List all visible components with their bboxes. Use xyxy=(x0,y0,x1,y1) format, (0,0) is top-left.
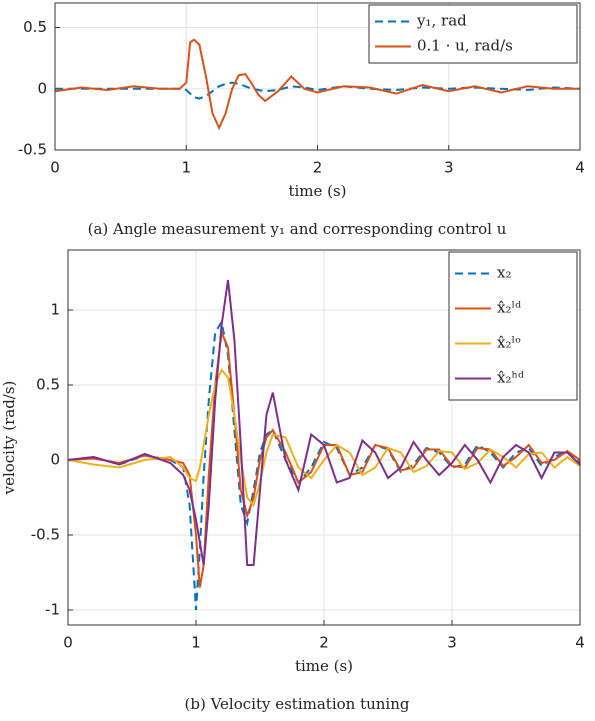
x-tick-label: 4 xyxy=(575,159,585,177)
y-axis-label: velocity (rad/s) xyxy=(0,381,18,496)
x-axis-label: time (s) xyxy=(295,657,353,675)
y-tick-label: -1 xyxy=(45,601,60,619)
caption: (a) Angle measurement y₁ and correspondi… xyxy=(88,220,507,238)
legend-label: x̂₂ʰᵈ xyxy=(497,369,524,387)
legend-label: y₁, rad xyxy=(416,12,467,30)
y-tick-label: 0 xyxy=(37,79,47,97)
axes-frame xyxy=(67,249,581,626)
line-series xyxy=(68,279,580,566)
x-tick-label: 1 xyxy=(191,634,201,652)
legend-label: x̂₂ˡᵒ xyxy=(497,334,521,352)
legend-label: x̂₂ˡᵈ xyxy=(497,299,521,317)
x-axis-label: time (s) xyxy=(288,182,346,200)
legend-label: x₂ xyxy=(497,264,511,282)
caption: (b) Velocity estimation tuning xyxy=(185,695,410,713)
y-tick-label: 0.5 xyxy=(36,376,60,394)
x-tick-label: 3 xyxy=(447,634,457,652)
x-tick-label: 2 xyxy=(313,159,323,177)
legend-box xyxy=(448,251,578,401)
y-tick-label: 0.5 xyxy=(23,18,47,36)
line-series xyxy=(55,38,580,131)
y-tick-label: 0 xyxy=(50,451,60,469)
x-tick-label: 0 xyxy=(50,159,60,177)
x-tick-label: 1 xyxy=(181,159,191,177)
x-tick-label: 3 xyxy=(444,159,454,177)
line-series xyxy=(68,368,580,508)
line-series xyxy=(68,328,580,588)
x-tick-label: 0 xyxy=(63,634,73,652)
x-tick-label: 4 xyxy=(575,634,585,652)
legend-box xyxy=(368,4,578,64)
axes-frame xyxy=(54,2,581,151)
y-tick-label: -0.5 xyxy=(31,526,60,544)
legend-label: 0.1 · u, rad/s xyxy=(417,37,513,55)
x-tick-label: 2 xyxy=(319,634,329,652)
y-tick-label: -0.5 xyxy=(18,141,47,159)
y-tick-label: 1 xyxy=(50,301,60,319)
